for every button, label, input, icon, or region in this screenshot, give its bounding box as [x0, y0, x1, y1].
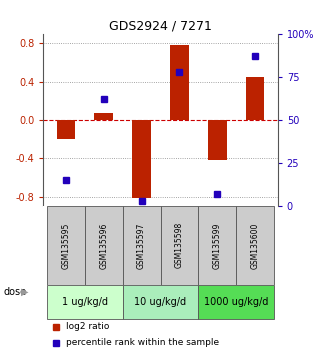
Text: dose: dose — [3, 287, 26, 297]
Bar — [246, 77, 265, 120]
Text: GSM135599: GSM135599 — [213, 222, 222, 269]
Text: log2 ratio: log2 ratio — [65, 322, 109, 331]
Text: GSM135595: GSM135595 — [62, 222, 71, 269]
Bar — [236, 206, 274, 285]
Bar — [170, 45, 189, 120]
Bar — [198, 206, 236, 285]
Bar — [198, 285, 274, 319]
Bar — [132, 120, 151, 199]
Text: GSM135596: GSM135596 — [99, 222, 108, 269]
Bar — [94, 113, 113, 120]
Bar — [160, 206, 198, 285]
Text: 1000 ug/kg/d: 1000 ug/kg/d — [204, 297, 268, 307]
Text: GSM135600: GSM135600 — [250, 222, 259, 269]
Bar — [56, 120, 75, 139]
Bar — [123, 285, 198, 319]
Bar — [47, 285, 123, 319]
Text: ▶: ▶ — [21, 287, 28, 297]
Title: GDS2924 / 7271: GDS2924 / 7271 — [109, 19, 212, 33]
Bar — [47, 206, 85, 285]
Bar — [208, 120, 227, 160]
Bar — [123, 206, 160, 285]
Bar — [85, 206, 123, 285]
Text: GSM135598: GSM135598 — [175, 222, 184, 268]
Text: 1 ug/kg/d: 1 ug/kg/d — [62, 297, 108, 307]
Text: percentile rank within the sample: percentile rank within the sample — [65, 338, 219, 347]
Text: 10 ug/kg/d: 10 ug/kg/d — [134, 297, 187, 307]
Text: GSM135597: GSM135597 — [137, 222, 146, 269]
